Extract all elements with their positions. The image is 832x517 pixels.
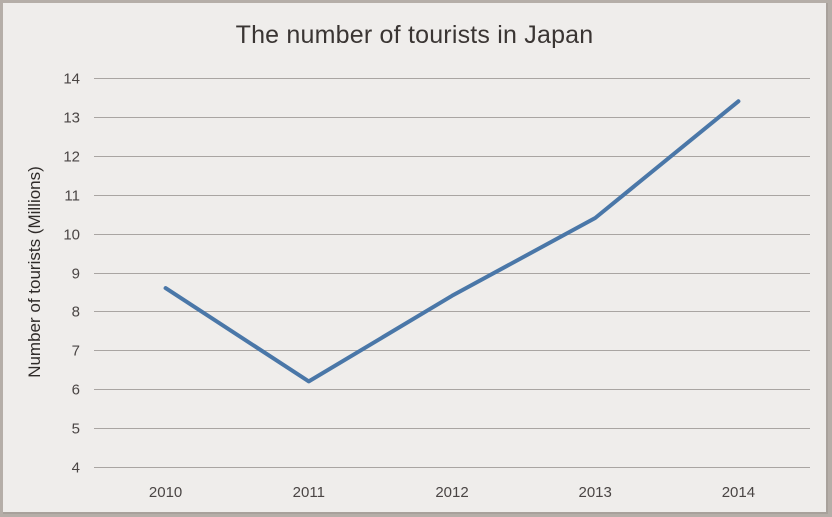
y-tick-label: 6 xyxy=(72,382,80,399)
y-tick-label: 13 xyxy=(63,110,80,127)
y-tick-label: 7 xyxy=(72,343,80,360)
x-tick-label: 2013 xyxy=(579,484,612,501)
chart-title: The number of tourists in Japan xyxy=(235,21,594,49)
gridlines xyxy=(94,78,810,468)
y-tick-label: 12 xyxy=(63,149,80,166)
y-tick-label: 9 xyxy=(72,266,80,283)
y-tick-label: 11 xyxy=(64,188,80,205)
y-tick-label: 4 xyxy=(72,460,80,477)
x-tick-label: 2010 xyxy=(149,484,182,501)
x-axis-ticks: 2010 2011 2012 2013 2014 xyxy=(149,484,755,501)
y-tick-label: 8 xyxy=(72,304,80,321)
x-tick-label: 2011 xyxy=(293,484,325,501)
x-tick-label: 2012 xyxy=(435,484,468,501)
y-tick-label: 5 xyxy=(72,421,80,438)
data-line xyxy=(163,99,741,384)
x-tick-label: 2014 xyxy=(722,484,755,501)
y-tick-label: 10 xyxy=(63,227,80,244)
y-tick-label: 14 xyxy=(63,71,80,88)
y-axis-ticks: 4 5 6 7 8 9 10 11 12 13 14 xyxy=(63,71,80,477)
